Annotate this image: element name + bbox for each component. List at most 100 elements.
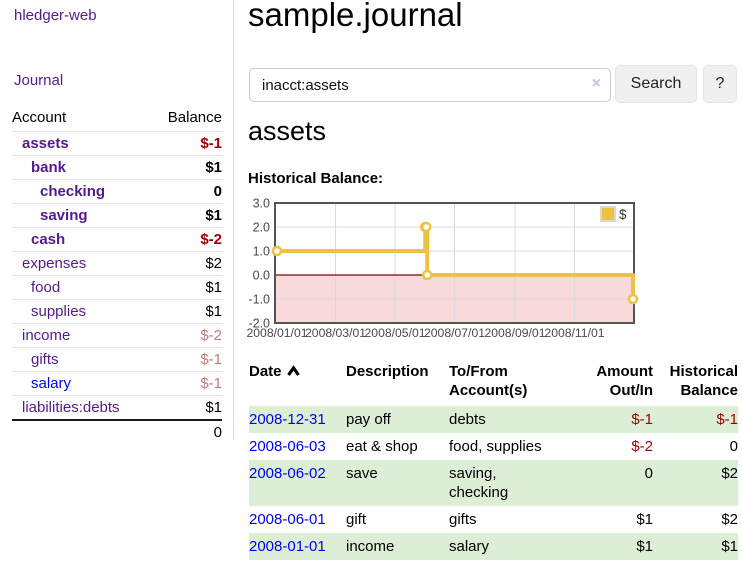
register-row: 2008-12-31 pay off debts $-1 $-1 — [249, 406, 738, 433]
date-column-header[interactable]: Date — [249, 362, 346, 406]
transaction-accounts: saving, checking — [449, 465, 509, 501]
register-header-row: Date Description To/From Account(s) Amou… — [249, 362, 738, 406]
search-form: × — [249, 68, 611, 102]
account-link[interactable]: bank — [31, 159, 67, 176]
sidebar-account-row: gifts $-1 — [12, 347, 222, 372]
sidebar-account-row: income $-2 — [12, 323, 222, 348]
transaction-balance: $1 — [721, 538, 738, 555]
account-link[interactable]: salary — [31, 375, 72, 392]
svg-text:2008/03/01: 2008/03/01 — [305, 326, 366, 340]
transaction-amount: $1 — [636, 511, 653, 528]
account-link[interactable]: gifts — [31, 351, 59, 368]
account-balance: 0 — [213, 183, 222, 200]
sidebar-account-table: Account Balance assets $-1 bank $1 check… — [12, 106, 222, 444]
sidebar-account-row: saving $1 — [12, 203, 222, 228]
account-balance: $-1 — [200, 375, 222, 392]
help-button[interactable]: ? — [703, 65, 737, 103]
account-balance: $1 — [205, 159, 222, 176]
transaction-description: save — [346, 465, 378, 482]
transaction-amount: 0 — [644, 465, 653, 482]
svg-text:2008/11/01: 2008/11/01 — [544, 326, 604, 340]
svg-text:2008/09/01: 2008/09/01 — [484, 326, 545, 340]
svg-text:3.0: 3.0 — [253, 196, 270, 210]
transaction-date-link[interactable]: 2008-12-31 — [249, 411, 326, 428]
svg-text:2008/05/01: 2008/05/01 — [365, 326, 426, 340]
sidebar-account-row: assets $-1 — [12, 131, 222, 156]
sidebar-account-row: supplies $1 — [12, 299, 222, 324]
search-button[interactable]: Search — [615, 65, 697, 103]
sidebar-account-row: liabilities:debts $1 — [12, 395, 222, 421]
transaction-balance: $-1 — [716, 411, 738, 428]
sidebar-account-table-body: assets $-1 bank $1 checking 0 saving $1 … — [12, 131, 222, 421]
transaction-date-link[interactable]: 2008-01-01 — [249, 538, 326, 555]
transaction-description: gift — [346, 511, 367, 528]
search-input[interactable] — [249, 68, 611, 102]
transaction-amount: $-2 — [631, 438, 653, 455]
register-table: Date Description To/From Account(s) Amou… — [249, 362, 738, 560]
sidebar-total-balance: 0 — [213, 424, 222, 441]
transaction-accounts: gifts — [449, 511, 477, 528]
register-row: 2008-06-01 gift gifts $1 $2 — [249, 506, 738, 533]
sidebar-item-journal[interactable]: Journal — [14, 72, 64, 89]
account-link[interactable]: liabilities:debts — [22, 399, 120, 416]
historical-balance-chart: $3.0 2.0 1.0 0.0 -1.0 -2.02008/01/012008/03/0… — [247, 196, 639, 340]
description-column-header: Description — [346, 363, 429, 380]
account-link[interactable]: checking — [40, 183, 106, 200]
sidebar: hledger-web Journal Account Balance asse… — [0, 0, 234, 441]
transaction-date-link[interactable]: 2008-06-03 — [249, 438, 326, 455]
account-balance: $2 — [205, 255, 222, 272]
account-link[interactable]: assets — [22, 135, 69, 152]
transaction-date-link[interactable]: 2008-06-02 — [249, 465, 326, 482]
svg-text:0.0: 0.0 — [253, 268, 270, 282]
svg-text:-1.0: -1.0 — [248, 292, 270, 306]
sidebar-account-row: cash $-2 — [12, 227, 222, 252]
svg-text:-2.0: -2.0 — [248, 316, 270, 330]
transaction-date-link[interactable]: 2008-06-01 — [249, 511, 326, 528]
register-table-body: 2008-12-31 pay off debts $-1 $-1 2008-06… — [249, 406, 738, 560]
account-column-header: Account — [12, 109, 67, 126]
transaction-amount: $1 — [636, 538, 653, 555]
sidebar-account-row: salary $-1 — [12, 371, 222, 396]
transaction-balance: 0 — [729, 438, 738, 455]
page-title: sample.journal — [248, 0, 463, 33]
account-balance: $-1 — [200, 351, 222, 368]
sort-ascending-icon — [286, 363, 301, 382]
account-balance: $1 — [205, 207, 222, 224]
svg-text:2.0: 2.0 — [253, 220, 270, 234]
svg-text:2008/01/01: 2008/01/01 — [247, 326, 308, 340]
clear-search-icon[interactable]: × — [591, 75, 601, 92]
transaction-balance: $2 — [721, 511, 738, 528]
amount-column-header: Amount Out/In — [596, 363, 653, 399]
account-heading: assets — [248, 116, 327, 146]
chart-label: Historical Balance: — [248, 170, 384, 187]
transaction-accounts: debts — [449, 411, 486, 428]
sidebar-account-row: expenses $2 — [12, 251, 222, 276]
account-link[interactable]: expenses — [22, 255, 87, 272]
register-row: 2008-06-02 save saving, checking 0 $2 — [249, 460, 738, 506]
sidebar-account-row: food $1 — [12, 275, 222, 300]
account-balance: $1 — [205, 399, 222, 416]
account-link[interactable]: food — [31, 279, 61, 296]
transaction-accounts: salary — [449, 538, 490, 555]
account-balance: $-2 — [200, 327, 222, 344]
account-link[interactable]: income — [22, 327, 71, 344]
transaction-accounts: food, supplies — [449, 438, 542, 455]
app-title-link[interactable]: hledger-web — [14, 7, 97, 24]
register-row: 2008-06-03 eat & shop food, supplies $-2… — [249, 433, 738, 460]
transaction-description: income — [346, 538, 395, 555]
transaction-balance: $2 — [721, 465, 738, 482]
transaction-amount: $-1 — [631, 411, 653, 428]
sidebar-total-row: 0 — [12, 420, 222, 444]
accounts-column-header: To/From Account(s) — [449, 363, 528, 399]
account-balance: $1 — [205, 279, 222, 296]
account-balance: $-1 — [200, 135, 222, 152]
account-link[interactable]: supplies — [31, 303, 87, 320]
sidebar-account-row: checking 0 — [12, 179, 222, 204]
account-link[interactable]: cash — [31, 231, 66, 248]
svg-text:2008/07/01: 2008/07/01 — [424, 326, 485, 340]
transaction-description: eat & shop — [346, 438, 418, 455]
transaction-description: pay off — [346, 411, 391, 428]
balance-column-header: Balance — [167, 109, 222, 126]
svg-text:$: $ — [619, 207, 627, 222]
account-link[interactable]: saving — [40, 207, 88, 224]
